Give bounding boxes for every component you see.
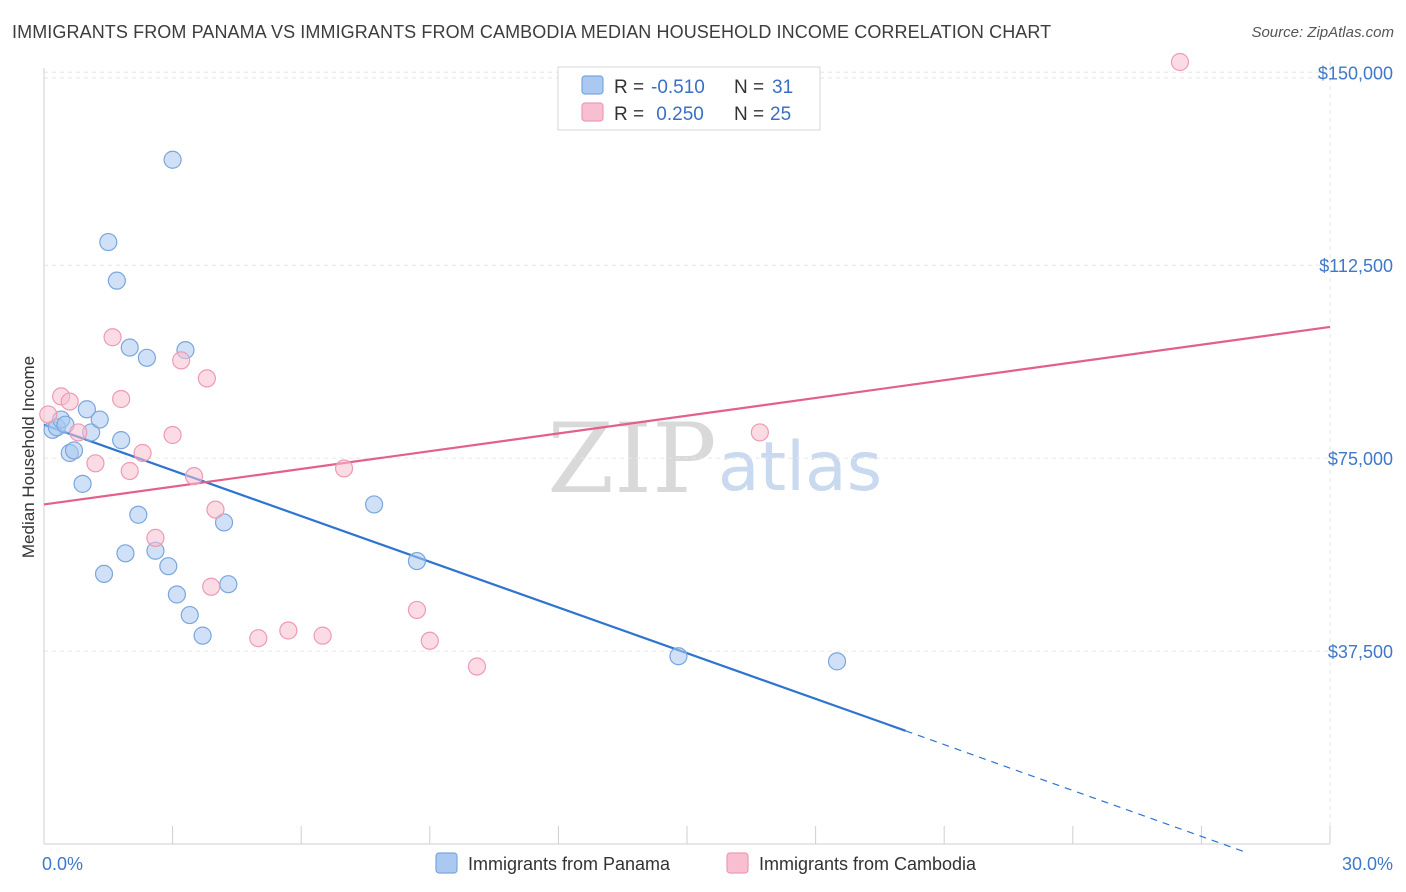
point-cambodia xyxy=(39,405,58,424)
series-legend-label-panama: Immigrants from Panama xyxy=(468,854,671,874)
point-panama xyxy=(214,513,234,532)
point-cambodia xyxy=(146,528,165,547)
legend-r-value-cambodia: 0.250 xyxy=(651,104,704,125)
y-tick-label: $150,000 xyxy=(1318,63,1393,83)
watermark-atlas: atlas xyxy=(718,428,882,507)
axes: $37,500 $75,000 $112,500 $150,000 0.0% 30.0% xyxy=(42,63,1393,874)
point-cambodia xyxy=(86,454,105,473)
point-cambodia xyxy=(163,425,182,445)
point-panama xyxy=(107,271,126,290)
watermark-zip: ZIP xyxy=(547,403,716,515)
chart-title: IMMIGRANTS FROM PANAMA VS IMMIGRANTS FRO… xyxy=(12,22,1052,42)
series-legend: Immigrants from Panama Immigrants from C… xyxy=(435,852,977,874)
point-cambodia xyxy=(334,459,354,478)
point-cambodia xyxy=(184,467,204,486)
point-cambodia xyxy=(420,631,439,650)
point-cambodia xyxy=(120,461,139,481)
point-panama xyxy=(163,150,182,169)
stats-legend: R = -0.510 N = 31 R = 0.250 N = 25 xyxy=(557,66,821,131)
legend-n-value-panama: 31 xyxy=(772,77,793,98)
point-panama xyxy=(219,575,238,594)
point-panama xyxy=(167,585,186,604)
y-tick-label: $75,000 xyxy=(1328,449,1393,469)
point-cambodia xyxy=(467,657,487,676)
point-panama xyxy=(137,348,156,367)
series-legend-swatch-cambodia xyxy=(726,852,749,874)
point-panama xyxy=(120,338,139,357)
point-cambodia xyxy=(313,626,332,645)
point-panama xyxy=(669,647,688,666)
point-panama xyxy=(112,431,131,450)
legend-r-label-panama: R = xyxy=(614,77,644,98)
point-panama xyxy=(94,564,114,584)
point-panama xyxy=(64,441,84,460)
point-panama xyxy=(193,626,212,645)
point-cambodia xyxy=(279,621,298,640)
point-panama xyxy=(180,605,199,625)
chart-source: Source: ZipAtlas.com xyxy=(1251,24,1394,41)
y-tick-label: $112,500 xyxy=(1319,256,1393,276)
point-cambodia xyxy=(133,443,152,463)
point-panama xyxy=(159,557,178,576)
point-panama xyxy=(73,474,92,493)
data-points xyxy=(39,52,1190,676)
point-cambodia xyxy=(206,500,225,519)
y-axis-label: Median Household Income xyxy=(19,356,38,558)
point-cambodia xyxy=(103,328,122,347)
legend-r-label-cambodia: R = xyxy=(614,104,644,125)
point-cambodia xyxy=(197,369,216,388)
series-legend-swatch-panama xyxy=(435,852,458,874)
point-cambodia xyxy=(69,423,88,442)
x-tick-label-end: 30.0% xyxy=(1342,854,1393,874)
legend-swatch-panama xyxy=(581,75,604,95)
point-panama xyxy=(364,495,384,514)
point-cambodia xyxy=(112,389,131,409)
point-cambodia xyxy=(202,577,221,596)
point-panama xyxy=(407,551,427,571)
point-cambodia xyxy=(172,351,191,370)
point-panama xyxy=(116,544,135,563)
point-cambodia xyxy=(60,392,79,411)
point-panama xyxy=(77,400,96,419)
point-cambodia xyxy=(407,600,427,620)
y-tick-label: $37,500 xyxy=(1328,642,1393,662)
point-panama xyxy=(90,410,109,429)
point-cambodia xyxy=(249,629,268,648)
legend-n-label-cambodia: N = xyxy=(734,104,764,125)
point-panama xyxy=(129,505,148,524)
x-tick-label-start: 0.0% xyxy=(42,854,83,874)
trend-line-cambodia xyxy=(43,325,1331,506)
series-legend-label-cambodia: Immigrants from Cambodia xyxy=(759,854,977,874)
watermark: ZIP atlas xyxy=(547,403,882,515)
legend-swatch-cambodia xyxy=(581,102,604,122)
point-panama xyxy=(827,652,847,671)
point-panama xyxy=(99,232,118,252)
legend-n-value-cambodia: 25 xyxy=(770,104,791,125)
legend-r-value-panama: -0.510 xyxy=(651,77,705,98)
legend-n-label-panama: N = xyxy=(734,77,764,98)
trend-line-panama-extension xyxy=(905,730,1245,853)
point-cambodia xyxy=(1170,52,1190,72)
point-cambodia xyxy=(750,423,769,442)
